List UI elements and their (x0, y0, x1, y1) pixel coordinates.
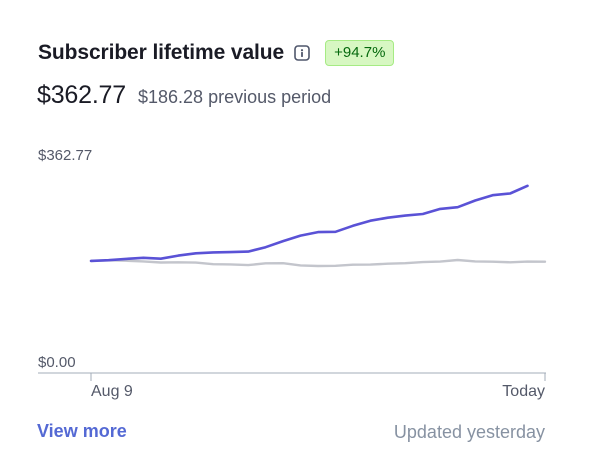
info-icon[interactable] (294, 45, 310, 61)
view-more-link[interactable]: View more (37, 421, 127, 441)
series-layer (89, 184, 547, 268)
x-axis-start-label: Aug 9 (91, 383, 133, 400)
card-header: Subscriber lifetime value +94.7% (38, 40, 395, 66)
y-axis-top-label: $362.77 (38, 147, 92, 164)
current-period-line (89, 184, 529, 263)
card-title: Subscriber lifetime value (38, 41, 285, 64)
current-value: $362.77 (37, 81, 126, 109)
previous-period-line (89, 258, 547, 268)
previous-label: previous period (208, 87, 332, 107)
value-summary: $362.77 $186.28 previous period (37, 81, 331, 110)
updated-status: Updated yesterday (393, 422, 545, 442)
previous-value: $186.28 (137, 87, 204, 107)
change-badge: +94.7% (325, 40, 395, 66)
x-axis-end-label: Today (502, 383, 545, 400)
previous-period-text: $186.28 previous period (138, 87, 331, 108)
y-axis-bottom-label: $0.00 (38, 354, 76, 371)
